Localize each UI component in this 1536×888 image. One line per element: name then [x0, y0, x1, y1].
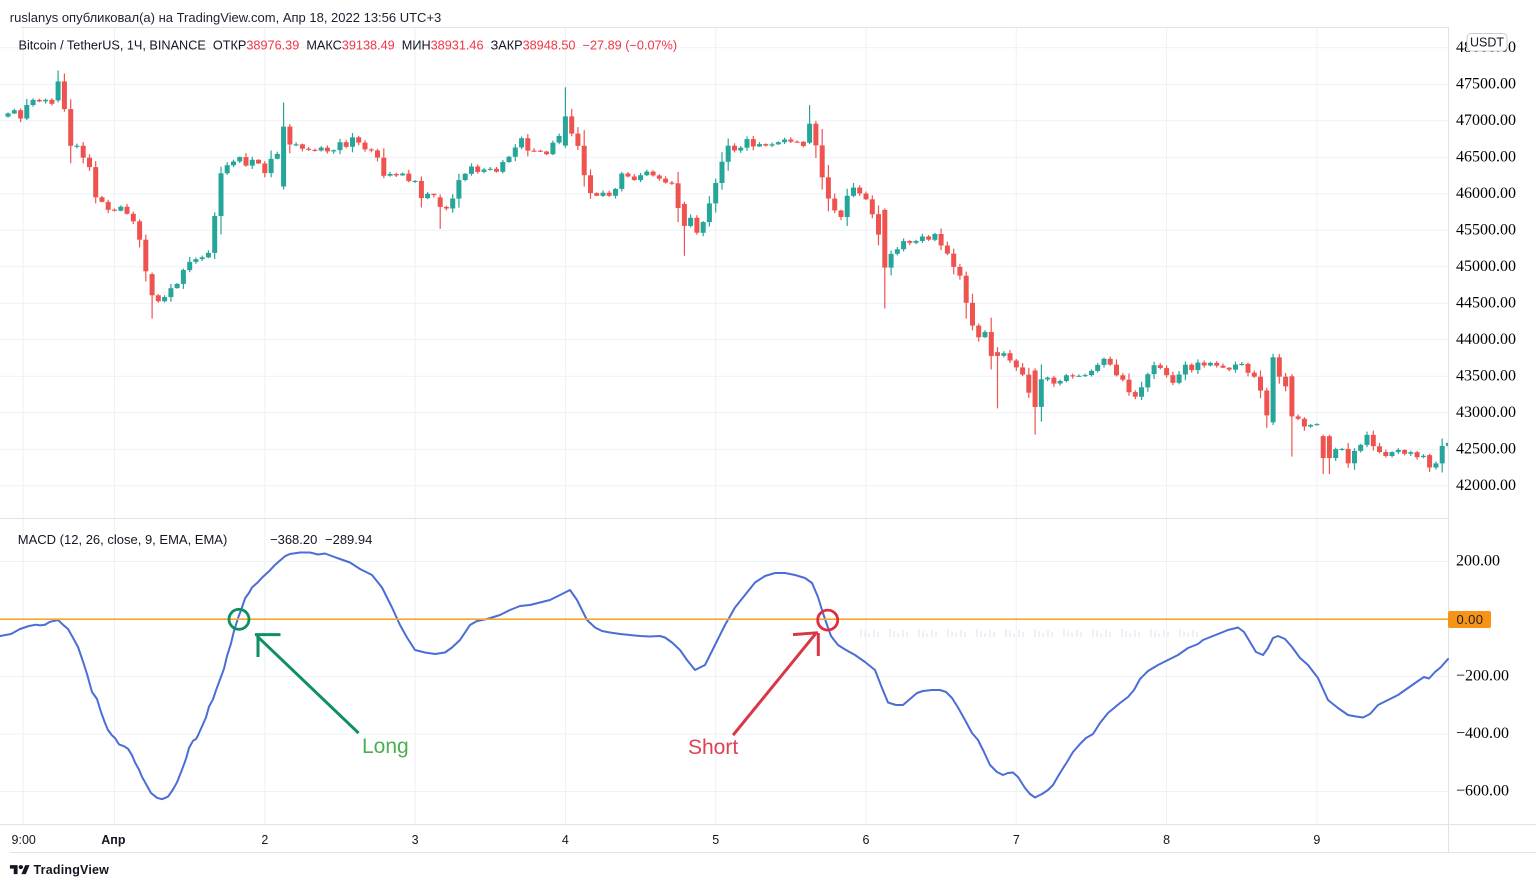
svg-text:45000.00: 45000.00: [1456, 258, 1516, 275]
svg-text:0.00: 0.00: [1457, 612, 1484, 627]
svg-text:43500.00: 43500.00: [1456, 368, 1516, 385]
svg-text:Long: Long: [362, 735, 409, 758]
svg-text:44500.00: 44500.00: [1456, 295, 1516, 312]
svg-text:44000.00: 44000.00: [1456, 331, 1516, 348]
svg-text:9: 9: [1313, 833, 1320, 847]
svg-text:3: 3: [412, 833, 419, 847]
svg-text:−368.20: −368.20: [270, 532, 317, 547]
svg-text:46500.00: 46500.00: [1456, 149, 1516, 166]
svg-text:42000.00: 42000.00: [1456, 477, 1516, 494]
svg-text:200.00: 200.00: [1456, 553, 1500, 570]
svg-text:8: 8: [1163, 833, 1170, 847]
svg-text:45500.00: 45500.00: [1456, 222, 1516, 239]
svg-text:4: 4: [562, 833, 569, 847]
svg-text:46000.00: 46000.00: [1456, 185, 1516, 202]
svg-text:USDT: USDT: [1470, 36, 1504, 50]
svg-text:TradingView: TradingView: [34, 863, 110, 877]
svg-text:5: 5: [712, 833, 719, 847]
svg-text:ruslanys опубликовал(а) на Tra: ruslanys опубликовал(а) на TradingView.c…: [10, 10, 441, 25]
svg-text:47000.00: 47000.00: [1456, 112, 1516, 129]
svg-text:Short: Short: [688, 736, 738, 759]
svg-text:MACD (12, 26, close, 9, EMA, E: MACD (12, 26, close, 9, EMA, EMA): [18, 532, 228, 547]
svg-text:47500.00: 47500.00: [1456, 76, 1516, 93]
svg-text:42500.00: 42500.00: [1456, 441, 1516, 458]
svg-text:−200.00: −200.00: [1456, 668, 1509, 685]
svg-text:−400.00: −400.00: [1456, 725, 1509, 742]
svg-text:7: 7: [1013, 833, 1020, 847]
svg-text:43000.00: 43000.00: [1456, 404, 1516, 421]
svg-text:Bitcoin / TetherUS, 1Ч, BINANC: Bitcoin / TetherUS, 1Ч, BINANCE ОТКР3897…: [19, 39, 678, 53]
svg-text:9:00: 9:00: [12, 833, 36, 847]
svg-text:6: 6: [863, 833, 870, 847]
svg-text:Апр: Апр: [101, 833, 126, 847]
svg-text:−289.94: −289.94: [325, 532, 372, 547]
svg-text:2: 2: [261, 833, 268, 847]
svg-text:−600.00: −600.00: [1456, 783, 1509, 800]
